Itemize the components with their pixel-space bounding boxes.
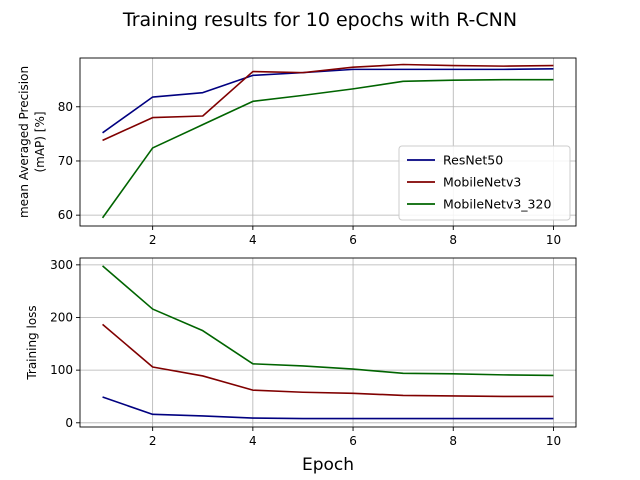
y-axis-label: Training loss [25,305,39,380]
x-tick-label: 10 [546,233,561,247]
y-axis-label: mean Averaged Precision (mAP) [%] [17,66,47,218]
y-tick-label: 300 [50,258,73,272]
series-line-mobilenetv3_320 [101,78,554,219]
legend-box [398,145,571,221]
x-tick-label: 6 [349,434,357,448]
x-tick-label: 4 [249,233,257,247]
legend-label: MobileNetv3 [443,175,521,190]
legend-label: ResNet50 [443,153,503,168]
y-tick-label: 100 [50,363,73,377]
x-tick-label: 2 [149,434,157,448]
y-tick-label: 0 [65,416,73,430]
y-tick-label: 200 [50,310,73,324]
x-axis-label: Epoch [302,455,354,475]
x-tick-label: 10 [546,434,561,448]
x-tick-label: 4 [249,434,257,448]
x-tick-label: 8 [449,434,457,448]
axes-frame [79,257,577,428]
x-tick-label: 8 [449,233,457,247]
y-tick-label: 60 [58,208,73,222]
y-tick-label: 80 [58,100,73,114]
series-line-mobilenetv3_320 [102,265,554,377]
series-line-resnet50 [102,68,554,134]
axes-frame [79,57,577,227]
y-tick-label: 70 [58,154,73,168]
series-line-resnet50 [102,396,554,420]
series-line-mobilenetv3 [102,323,554,398]
legend: ResNet50 MobileNetv3 MobileNetv3_320 [398,145,571,221]
legend-label: MobileNetv3_320 [443,197,551,212]
x-tick-label: 2 [149,233,157,247]
series-line-mobilenetv3 [102,63,554,142]
figure-title: Training results for 10 epochs with R-CN… [122,9,517,31]
map-panel: 2 4 6 8 10 60 70 80 mean Averaged Precision (mAP)… [17,57,577,247]
x-tick-label: 6 [349,233,357,247]
